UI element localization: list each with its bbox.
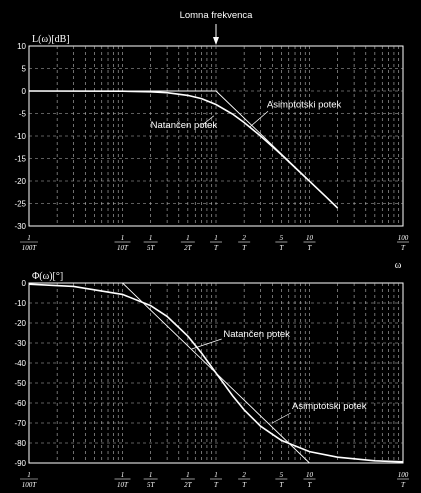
magnitude-xtick-denominator: T: [279, 244, 284, 252]
magnitude-xtick-numerator: 2: [242, 234, 246, 242]
phase-xtick-denominator: T: [214, 481, 219, 489]
magnitude-ytick-label: -20: [14, 177, 26, 186]
phase-xtick-denominator: T: [242, 481, 247, 489]
phase-exact-pointer: [191, 338, 222, 350]
phase-xtick-numerator: 1: [27, 471, 31, 479]
magnitude-asymptotic-label: Asimptotski potek: [267, 100, 342, 111]
magnitude-ytick-label: -30: [14, 222, 26, 231]
magnitude-xtick-numerator: 1: [27, 234, 31, 242]
phase-xtick-denominator: T: [308, 481, 313, 489]
phase-xlabel-omega: ω: [395, 260, 402, 271]
magnitude-exact-label: Natančen potek: [151, 120, 218, 131]
magnitude-xtick-denominator: 100T: [22, 244, 38, 252]
phase-xtick-numerator: 1: [214, 471, 218, 479]
phase-xtick-denominator: T: [279, 481, 284, 489]
magnitude-xtick-numerator: 10: [306, 234, 314, 242]
phase-asymptotic-pointer: [272, 412, 291, 424]
phase-xtick-numerator: 10: [306, 471, 314, 479]
magnitude-xtick-denominator: 5T: [147, 244, 156, 252]
magnitude-ylabel: L(ω)[dB]: [32, 34, 70, 45]
phase-xtick-denominator: 10T: [117, 481, 129, 489]
magnitude-ytick-label: -10: [14, 132, 26, 141]
magnitude-ytick-label: -15: [14, 155, 26, 164]
magnitude-xtick-numerator: 100: [398, 234, 409, 242]
magnitude-xtick-denominator: T: [214, 244, 219, 252]
phase-ytick-label: -90: [14, 459, 26, 468]
phase-xtick-numerator: 1: [186, 471, 190, 479]
phase-series-asymptotic: [29, 282, 403, 464]
break-frequency-arrow-head: [213, 37, 219, 45]
magnitude-xtick-denominator: T: [308, 244, 313, 252]
phase-xtick-denominator: T: [401, 481, 406, 489]
magnitude-ytick-label: 5: [22, 65, 27, 74]
phase-ytick-label: 0: [22, 279, 27, 288]
magnitude-xtick-denominator: T: [401, 244, 406, 252]
magnitude-ytick-label: 0: [22, 87, 27, 96]
magnitude-xtick-denominator: T: [242, 244, 247, 252]
magnitude-ytick-label: -5: [19, 110, 27, 119]
magnitude-xtick-denominator: 2T: [184, 244, 193, 252]
magnitude-ytick-label: 10: [17, 42, 26, 51]
magnitude-asymptotic-pointer: [249, 110, 269, 128]
magnitude-xtick-numerator: 1: [149, 234, 153, 242]
magnitude-series-asymptotic: [29, 90, 338, 209]
phase-ytick-label: -20: [14, 319, 26, 328]
phase-xtick-denominator: 100T: [22, 481, 38, 489]
phase-ytick-label: -10: [14, 299, 26, 308]
phase-ytick-label: -60: [14, 399, 26, 408]
phase-xtick-numerator: 1: [121, 471, 125, 479]
magnitude-xtick-numerator: 1: [121, 234, 125, 242]
magnitude-xtick-numerator: 1: [214, 234, 218, 242]
magnitude-xtick-numerator: 5: [280, 234, 284, 242]
phase-xtick-denominator: 2T: [184, 481, 193, 489]
phase-ytick-label: -50: [14, 379, 26, 388]
magnitude-exact-pointer: [202, 115, 215, 126]
phase-ytick-label: -30: [14, 339, 26, 348]
phase-xtick-numerator: 5: [280, 471, 284, 479]
phase-ytick-label: -40: [14, 359, 26, 368]
magnitude-xtick-denominator: 10T: [117, 244, 129, 252]
phase-ytick-label: -80: [14, 439, 26, 448]
phase-asymptotic-label: Asimptotski potek: [292, 401, 367, 412]
phase-ytick-label: -70: [14, 419, 26, 428]
break-frequency-label: Lomna frekvenca: [180, 10, 254, 21]
phase-xtick-numerator: 2: [242, 471, 246, 479]
phase-series-exact: [28, 283, 404, 463]
magnitude-xtick-numerator: 1: [186, 234, 190, 242]
phase-xtick-numerator: 100: [398, 471, 409, 479]
phase-ylabel: Φ(ω)[°]: [32, 271, 63, 282]
magnitude-ytick-label: -25: [14, 200, 26, 209]
phase-xtick-denominator: 5T: [147, 481, 156, 489]
phase-xtick-numerator: 1: [149, 471, 153, 479]
phase-exact-label: Natančen potek: [223, 329, 290, 340]
